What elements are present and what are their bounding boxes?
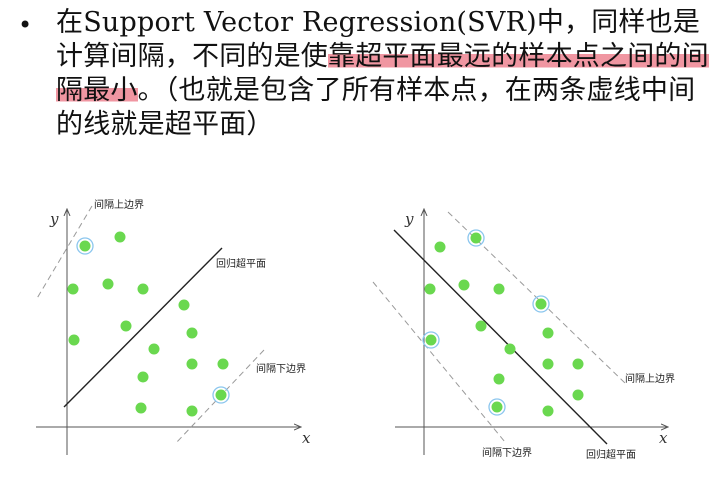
right-sample-point — [542, 327, 554, 339]
right-sample-point — [535, 298, 547, 310]
left-lower-margin-label: 间隔下边界 — [256, 362, 306, 375]
right-support-ring — [488, 398, 506, 416]
right-sample-point — [542, 358, 554, 370]
text-seg-1: 在 — [56, 7, 84, 38]
left-sample-point — [68, 334, 80, 346]
left-sample-point — [102, 278, 114, 290]
left-x-axis-label: x — [302, 429, 311, 447]
right-support-ring — [532, 295, 550, 313]
right-sample-point — [475, 320, 487, 332]
left-sample-point — [67, 283, 79, 295]
left-sample-point — [215, 389, 227, 401]
text-seg-svr: Support Vector Regression(SVR) — [83, 7, 537, 38]
right-sample-point — [491, 401, 503, 413]
right-lower-margin-label: 间隔下边界 — [482, 446, 532, 459]
left-diagram: x y 间隔上边界 回归超平面 间隔下边界 — [35, 198, 311, 455]
left-y-axis-label: y — [49, 210, 59, 228]
left-sample-point — [137, 283, 149, 295]
right-hyperplane-label: 回归超平面 — [586, 448, 636, 461]
left-hyperplane-line — [63, 247, 223, 408]
left-sample-point — [217, 358, 229, 370]
left-sample-point — [186, 405, 198, 417]
left-upper-margin-line — [35, 205, 93, 301]
right-hyperplane-line — [393, 229, 608, 445]
right-sample-point — [504, 343, 516, 355]
left-sample-point — [114, 231, 126, 243]
description-paragraph: 在Support Vector Regression(SVR)中，同样也是计算间… — [56, 6, 716, 142]
left-sample-point — [137, 371, 149, 383]
right-sample-point — [542, 405, 554, 417]
left-sample-point — [135, 402, 147, 414]
left-sample-point — [148, 343, 160, 355]
right-sample-point — [572, 389, 584, 401]
right-upper-margin-label: 间隔上边界 — [625, 372, 675, 385]
right-sample-point — [458, 279, 470, 291]
right-sample-point — [572, 358, 584, 370]
right-sample-point — [470, 232, 482, 244]
text-seg-5: 。（也就是包含了所有样本点，在两条虚线中间的线就是超平面） — [56, 75, 696, 140]
left-support-ring — [212, 386, 230, 404]
right-lower-margin-line — [372, 281, 506, 443]
left-sample-point — [178, 299, 190, 311]
right-sample-point — [493, 283, 505, 295]
bullet-marker: • — [18, 11, 33, 39]
right-sample-point — [424, 283, 436, 295]
right-support-ring — [422, 331, 440, 349]
right-support-ring — [467, 229, 485, 247]
text-seg-3: 中，同样也是计算间隔，不同的是使 — [56, 7, 701, 72]
right-sample-point — [425, 334, 437, 346]
left-sample-point — [120, 320, 132, 332]
left-sample-point — [186, 327, 198, 339]
left-support-ring — [76, 237, 94, 255]
left-sample-point — [79, 240, 91, 252]
right-y-axis-label: y — [404, 210, 414, 228]
right-x-axis-label: x — [659, 429, 668, 447]
left-sample-point — [186, 358, 198, 370]
left-hyperplane-label: 回归超平面 — [216, 257, 266, 270]
right-sample-point — [434, 241, 446, 253]
right-sample-point — [493, 373, 505, 385]
right-diagram: x y 间隔上边界 间隔下边界 回归超平面 — [372, 210, 675, 461]
left-upper-margin-label: 间隔上边界 — [94, 198, 144, 211]
